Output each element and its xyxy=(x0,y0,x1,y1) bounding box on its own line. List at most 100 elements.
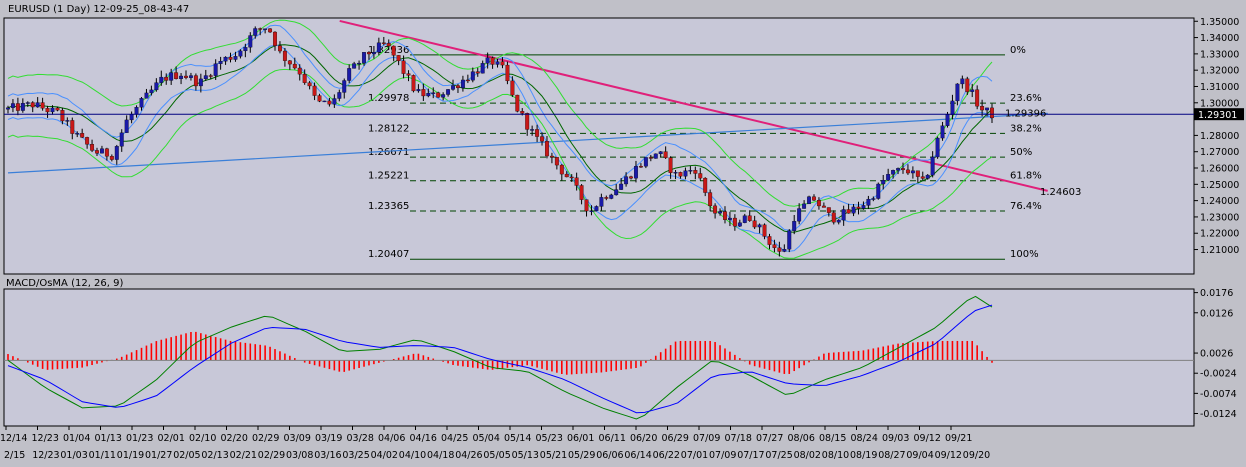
date-tick-label-bottom: 03/16 xyxy=(314,450,341,461)
candle-body xyxy=(836,219,841,223)
price-axis: 1.35000 1.34000 1.33000 1.32000 1.31000 1.300… xyxy=(1194,17,1239,256)
candle-body xyxy=(564,173,569,178)
candle-body xyxy=(545,141,549,157)
candle-body xyxy=(342,80,347,93)
candle-body xyxy=(658,151,663,155)
candle-body xyxy=(510,80,515,96)
bollinger-lower xyxy=(7,68,993,259)
date-tick-label-bottom: 06/06 xyxy=(596,450,623,461)
candle-body xyxy=(668,157,673,173)
candle-body xyxy=(826,207,831,213)
candle-body xyxy=(569,176,574,179)
date-tick-label-bottom: 02/21 xyxy=(230,450,257,461)
candle-body xyxy=(268,28,273,33)
chart-title: EURUSD (1 Day) 12-09-25_08-43-47 xyxy=(8,4,189,15)
candle-body xyxy=(925,174,930,179)
candle-body xyxy=(559,164,564,175)
date-tick-label-top: 01/04 xyxy=(63,433,90,444)
price-tick-label: 1.26000 xyxy=(1200,164,1239,175)
date-tick-label-bottom: 01/03 xyxy=(60,450,87,461)
current-price-label: 1.29301 xyxy=(1198,110,1237,121)
candle-body xyxy=(515,94,520,112)
date-tick-label-top: 04/25 xyxy=(441,433,468,444)
candle-body xyxy=(609,194,614,199)
candle-body xyxy=(629,176,633,179)
date-tick-label-bottom: 08/27 xyxy=(878,450,905,461)
candle-body xyxy=(327,100,332,105)
candle-body xyxy=(134,107,139,115)
candle-body xyxy=(480,63,485,74)
candle-body xyxy=(95,150,99,154)
candle-body xyxy=(797,208,802,222)
candlesticks xyxy=(6,26,994,257)
candle-body xyxy=(648,157,653,159)
date-tick-label-bottom: 04/26 xyxy=(455,450,482,461)
candle-body xyxy=(772,244,777,248)
candle-body xyxy=(90,144,95,151)
annotations: 1.29396 1.24603 xyxy=(1005,109,1081,198)
candle-body xyxy=(554,157,559,166)
candle-body xyxy=(965,78,970,92)
candle-body xyxy=(446,89,451,95)
date-tick-label-top: 06/29 xyxy=(662,433,689,444)
candle-body xyxy=(15,103,20,111)
fib-percent-label: 50% xyxy=(1010,147,1032,158)
candle-body xyxy=(460,79,465,89)
price-annotation: 1.29396 xyxy=(1005,109,1046,120)
candle-body xyxy=(718,211,722,214)
fib-percent-label: 23.6% xyxy=(1010,93,1042,104)
fib-price-label: 1.28122 xyxy=(368,123,409,134)
candle-body xyxy=(643,157,648,167)
candle-body xyxy=(436,92,441,98)
candle-body xyxy=(75,133,80,135)
candle-body xyxy=(228,56,233,60)
date-tick-label-bottom: 04/10 xyxy=(399,450,426,461)
date-tick-label-bottom: 05/05 xyxy=(483,450,510,461)
candle-body xyxy=(119,132,124,147)
date-tick-label-top: 08/24 xyxy=(851,433,878,444)
price-tick-label: 1.27000 xyxy=(1200,147,1239,158)
candle-body xyxy=(198,78,203,87)
candle-body xyxy=(99,148,104,154)
candle-body xyxy=(189,75,193,78)
candle-body xyxy=(263,28,268,30)
macd-tick-label: 0.0126 xyxy=(1200,308,1233,319)
candle-body xyxy=(713,205,718,214)
candle-body xyxy=(634,166,638,179)
candle-body xyxy=(347,68,352,81)
candle-body xyxy=(238,50,243,57)
date-tick-label-bottom: 03/08 xyxy=(286,450,313,461)
candle-body xyxy=(540,136,544,142)
date-tick-label-bottom: 05/13 xyxy=(512,450,539,461)
date-tick-label-top: 05/14 xyxy=(504,433,531,444)
candle-body xyxy=(352,63,357,69)
candle-body xyxy=(50,107,55,113)
candle-body xyxy=(535,129,540,137)
candle-body xyxy=(896,168,901,171)
date-tick-label-top: 09/21 xyxy=(945,433,972,444)
candle-body xyxy=(723,211,727,220)
candle-body xyxy=(243,47,248,52)
fib-price-label: 1.25221 xyxy=(368,171,409,182)
candle-body xyxy=(411,75,416,92)
candle-body xyxy=(594,206,599,211)
macd-tick-label: 0.0026 xyxy=(1200,349,1233,360)
candle-body xyxy=(980,106,985,111)
candle-body xyxy=(109,156,114,160)
price-tick-label: 1.22000 xyxy=(1200,229,1239,240)
candle-body xyxy=(970,89,975,92)
price-tick-label: 1.30000 xyxy=(1200,98,1239,109)
candle-body xyxy=(910,170,915,174)
candle-body xyxy=(525,113,530,130)
candle-body xyxy=(732,217,737,227)
trendlines xyxy=(7,19,1048,192)
candle-body xyxy=(149,89,154,94)
candle-body xyxy=(337,92,342,99)
date-tick-label-top: 09/12 xyxy=(914,433,941,444)
date-tick-label-top: 06/20 xyxy=(630,433,657,444)
candle-body xyxy=(589,210,594,212)
candle-body xyxy=(164,76,169,81)
candle-body xyxy=(282,50,287,61)
candle-body xyxy=(599,197,604,207)
